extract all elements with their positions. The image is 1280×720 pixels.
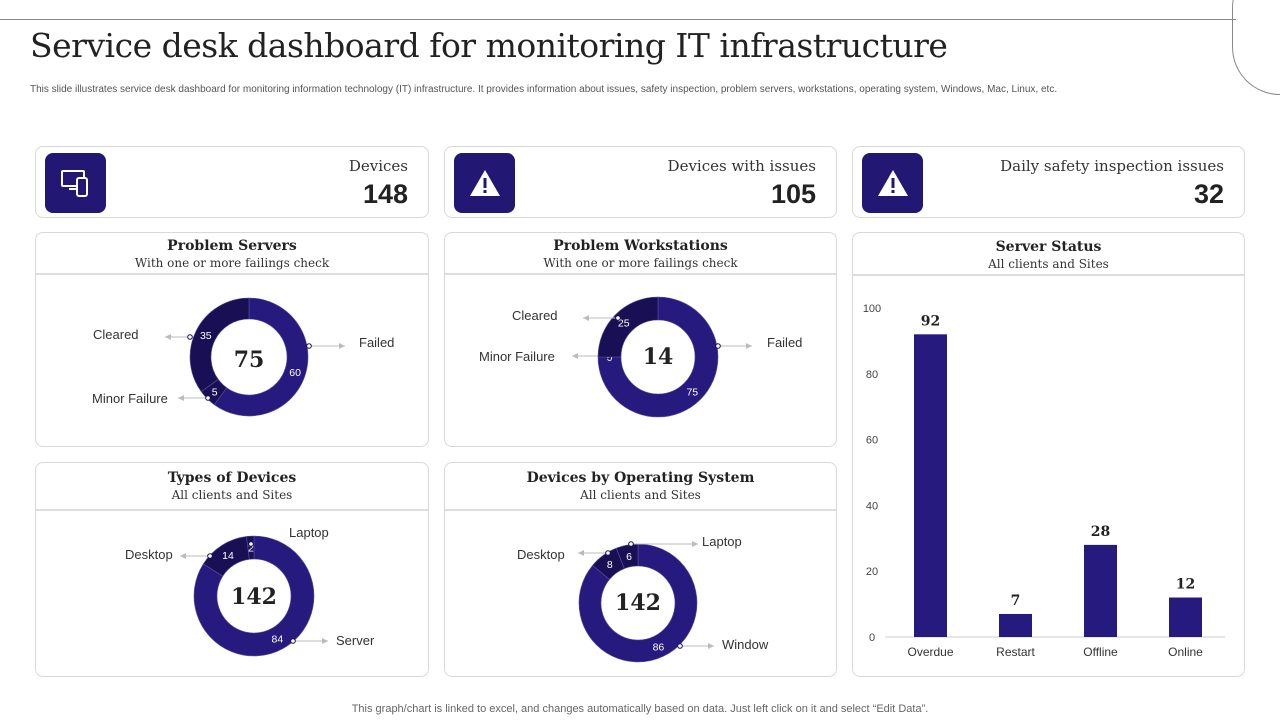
devices-icon [45,153,106,213]
page-subtitle: This slide illustrates service desk dash… [30,84,1058,95]
donut-center-value: 75 [233,347,265,373]
card-title: Problem Servers [167,238,297,254]
page-title: Service desk dashboard for monitoring IT… [30,26,948,65]
card-title: Server Status [995,239,1102,255]
legend-label-laptop: Laptop [702,534,742,549]
legend-label-failed: Failed [359,335,395,350]
legend-label-cleared: Cleared [93,327,139,342]
donut-center-value: 14 [642,344,674,370]
donut-center-value: 142 [615,590,661,616]
top-rule [0,19,1236,20]
server-status-card: Server Status All clients and Sites [852,232,1245,677]
card-title: Devices by Operating System [526,470,755,486]
card-title: Types of Devices [167,470,297,486]
card-subtitle: All clients and Sites [988,257,1109,271]
card-subtitle: All clients and Sites [171,488,293,502]
kpi-value: 105 [770,179,816,209]
legend-label-laptop: Laptop [289,525,329,540]
donut-center-value: 142 [231,584,277,610]
kpi-label: Devices [348,157,408,175]
legend-label-desktop: Desktop [125,547,173,562]
kpi-card-safety-inspection: Daily safety inspection issues 32 [852,146,1245,218]
kpi-label: Daily safety inspection issues [1000,157,1224,175]
kpi-value: 32 [1193,179,1224,209]
legend-label-failed: Failed [767,335,803,350]
card-subtitle: With one or more failings check [543,256,738,270]
card-subtitle: With one or more failings check [134,256,330,270]
warning-icon [454,153,515,213]
corner-arc-decoration [1232,0,1280,95]
legend-label-desktop: Desktop [517,547,565,562]
kpi-card-devices-with-issues: Devices with issues 105 [444,146,837,218]
legend-label-minor-failure: Minor Failure [92,391,168,406]
kpi-value: 148 [362,179,408,209]
warning-icon [862,153,923,213]
footer-note: This graph/chart is linked to excel, and… [351,703,929,715]
legend-label-cleared: Cleared [512,308,558,323]
card-title: Problem Workstations [553,238,728,254]
legend-label-window: Window [722,637,769,652]
legend-label-server: Server [336,633,375,648]
card-subtitle: All clients and Sites [580,488,701,502]
kpi-card-devices: Devices 148 [35,146,429,218]
kpi-label: Devices with issues [667,157,816,175]
devices-by-os-card: Devices by Operating System All clients a… [444,462,837,677]
legend-label-minor-failure: Minor Failure [479,349,555,364]
